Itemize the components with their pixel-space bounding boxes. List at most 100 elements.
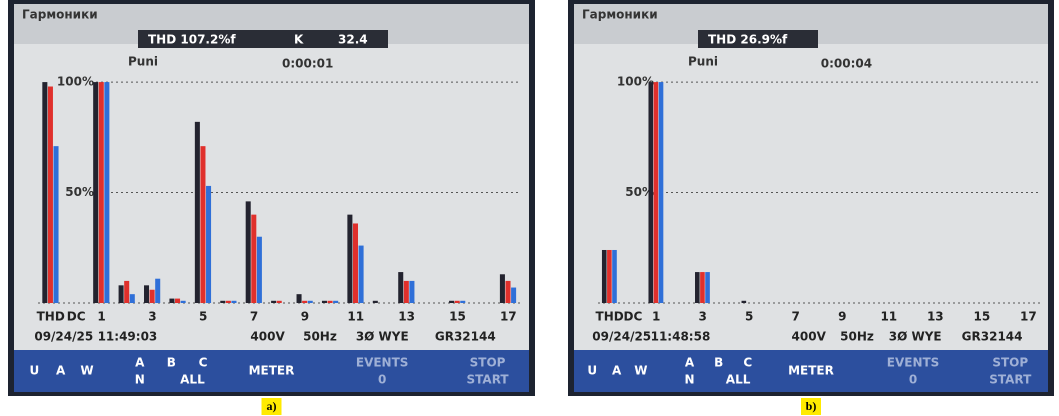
- readout: 32.4: [338, 33, 368, 47]
- x-tick-label: THD: [596, 310, 624, 324]
- y-tick-label: 100%: [617, 75, 654, 89]
- screen-title: Гармоники: [582, 8, 658, 22]
- status-text: 400V: [792, 330, 827, 344]
- softkey: A: [612, 364, 622, 378]
- bar: [352, 223, 359, 303]
- softkey: A: [135, 356, 145, 370]
- status-text: GR32144: [435, 330, 496, 344]
- status-text: 3Ø WYE: [356, 330, 409, 344]
- softkey: C: [743, 356, 752, 370]
- x-tick-label: 7: [792, 310, 800, 324]
- bar: [449, 300, 455, 303]
- y-axis-label: Puni: [688, 55, 718, 69]
- x-tick-label: 7: [250, 310, 258, 324]
- readout: THD 26.9%f: [708, 33, 788, 47]
- x-tick-label: 9: [301, 310, 309, 324]
- softkey: U: [587, 364, 597, 378]
- bar: [53, 146, 59, 303]
- bar: [302, 300, 308, 303]
- bar: [276, 300, 282, 303]
- bar: [658, 82, 664, 303]
- x-tick-label: DC: [624, 310, 643, 324]
- status-text: 11:49:03: [98, 330, 158, 344]
- caption-box: [261, 398, 282, 415]
- readout: THD 107.2%f: [148, 33, 236, 47]
- bar: [155, 278, 161, 303]
- readout-box: [138, 30, 388, 48]
- x-tick-label: 9: [838, 310, 846, 324]
- softkey: START: [989, 373, 1032, 387]
- bar: [98, 82, 104, 303]
- y-axis-label: Puni: [128, 55, 158, 69]
- softkey: EVENTS: [887, 356, 940, 370]
- bar: [333, 300, 339, 303]
- softkey: B: [714, 356, 723, 370]
- x-tick-label: 17: [1020, 310, 1037, 324]
- softkey: W: [80, 364, 93, 378]
- softkey: START: [467, 373, 510, 387]
- bar: [358, 245, 364, 303]
- softkey: U: [29, 364, 39, 378]
- softkey: STOP: [992, 356, 1028, 370]
- bar: [454, 300, 460, 303]
- softkey: N: [135, 373, 145, 387]
- caption-box: [801, 398, 821, 415]
- x-tick-label: 15: [449, 310, 466, 324]
- bar: [149, 289, 155, 303]
- softkey-bar: [574, 350, 1048, 392]
- x-tick-label: 13: [927, 310, 944, 324]
- bar: [200, 146, 206, 303]
- bar: [251, 214, 257, 303]
- status-text: 09/24/25: [34, 330, 93, 344]
- status-text: 09/24/25: [592, 330, 651, 344]
- x-tick-label: 15: [973, 310, 990, 324]
- status-text: 50Hz: [840, 330, 874, 344]
- softkey: N: [684, 373, 694, 387]
- softkey: 0: [909, 373, 917, 387]
- status-text: 50Hz: [303, 330, 337, 344]
- bar: [271, 300, 277, 303]
- bar: [460, 300, 466, 303]
- bar: [144, 285, 150, 303]
- bar: [695, 272, 700, 303]
- status-text: 400V: [250, 330, 285, 344]
- bar: [741, 300, 747, 303]
- bar: [225, 300, 231, 303]
- softkey: EVENTS: [356, 356, 409, 370]
- softkey: ALL: [726, 373, 751, 387]
- x-tick-label: 5: [745, 310, 753, 324]
- softkey: A: [685, 356, 695, 370]
- bar: [700, 272, 705, 303]
- bar: [245, 201, 251, 303]
- bar: [372, 300, 378, 303]
- bar: [93, 82, 99, 303]
- bar: [321, 300, 327, 303]
- timer: 0:00:04: [821, 57, 872, 71]
- caption: a): [267, 399, 277, 413]
- x-tick-label: 3: [148, 310, 156, 324]
- bar: [42, 82, 48, 303]
- status-text: 11:48:58: [651, 330, 711, 344]
- bar: [398, 272, 404, 303]
- bar: [296, 294, 302, 303]
- bar: [705, 272, 710, 303]
- softkey-bar: [14, 350, 529, 392]
- bar: [104, 82, 110, 303]
- bar: [47, 86, 53, 303]
- bar: [206, 185, 212, 303]
- x-tick-label: 11: [880, 310, 897, 324]
- bar: [169, 298, 175, 303]
- readout-box: [698, 30, 818, 48]
- bar: [511, 287, 517, 303]
- bar: [231, 300, 237, 303]
- status-text: 3Ø WYE: [889, 330, 942, 344]
- x-tick-label: 3: [699, 310, 707, 324]
- bar: [307, 300, 313, 303]
- softkey: B: [167, 356, 176, 370]
- bar: [607, 249, 612, 303]
- y-tick-label: 100%: [57, 75, 94, 89]
- y-tick-label: 50%: [625, 185, 654, 199]
- caption: b): [806, 399, 817, 413]
- bar: [505, 280, 511, 303]
